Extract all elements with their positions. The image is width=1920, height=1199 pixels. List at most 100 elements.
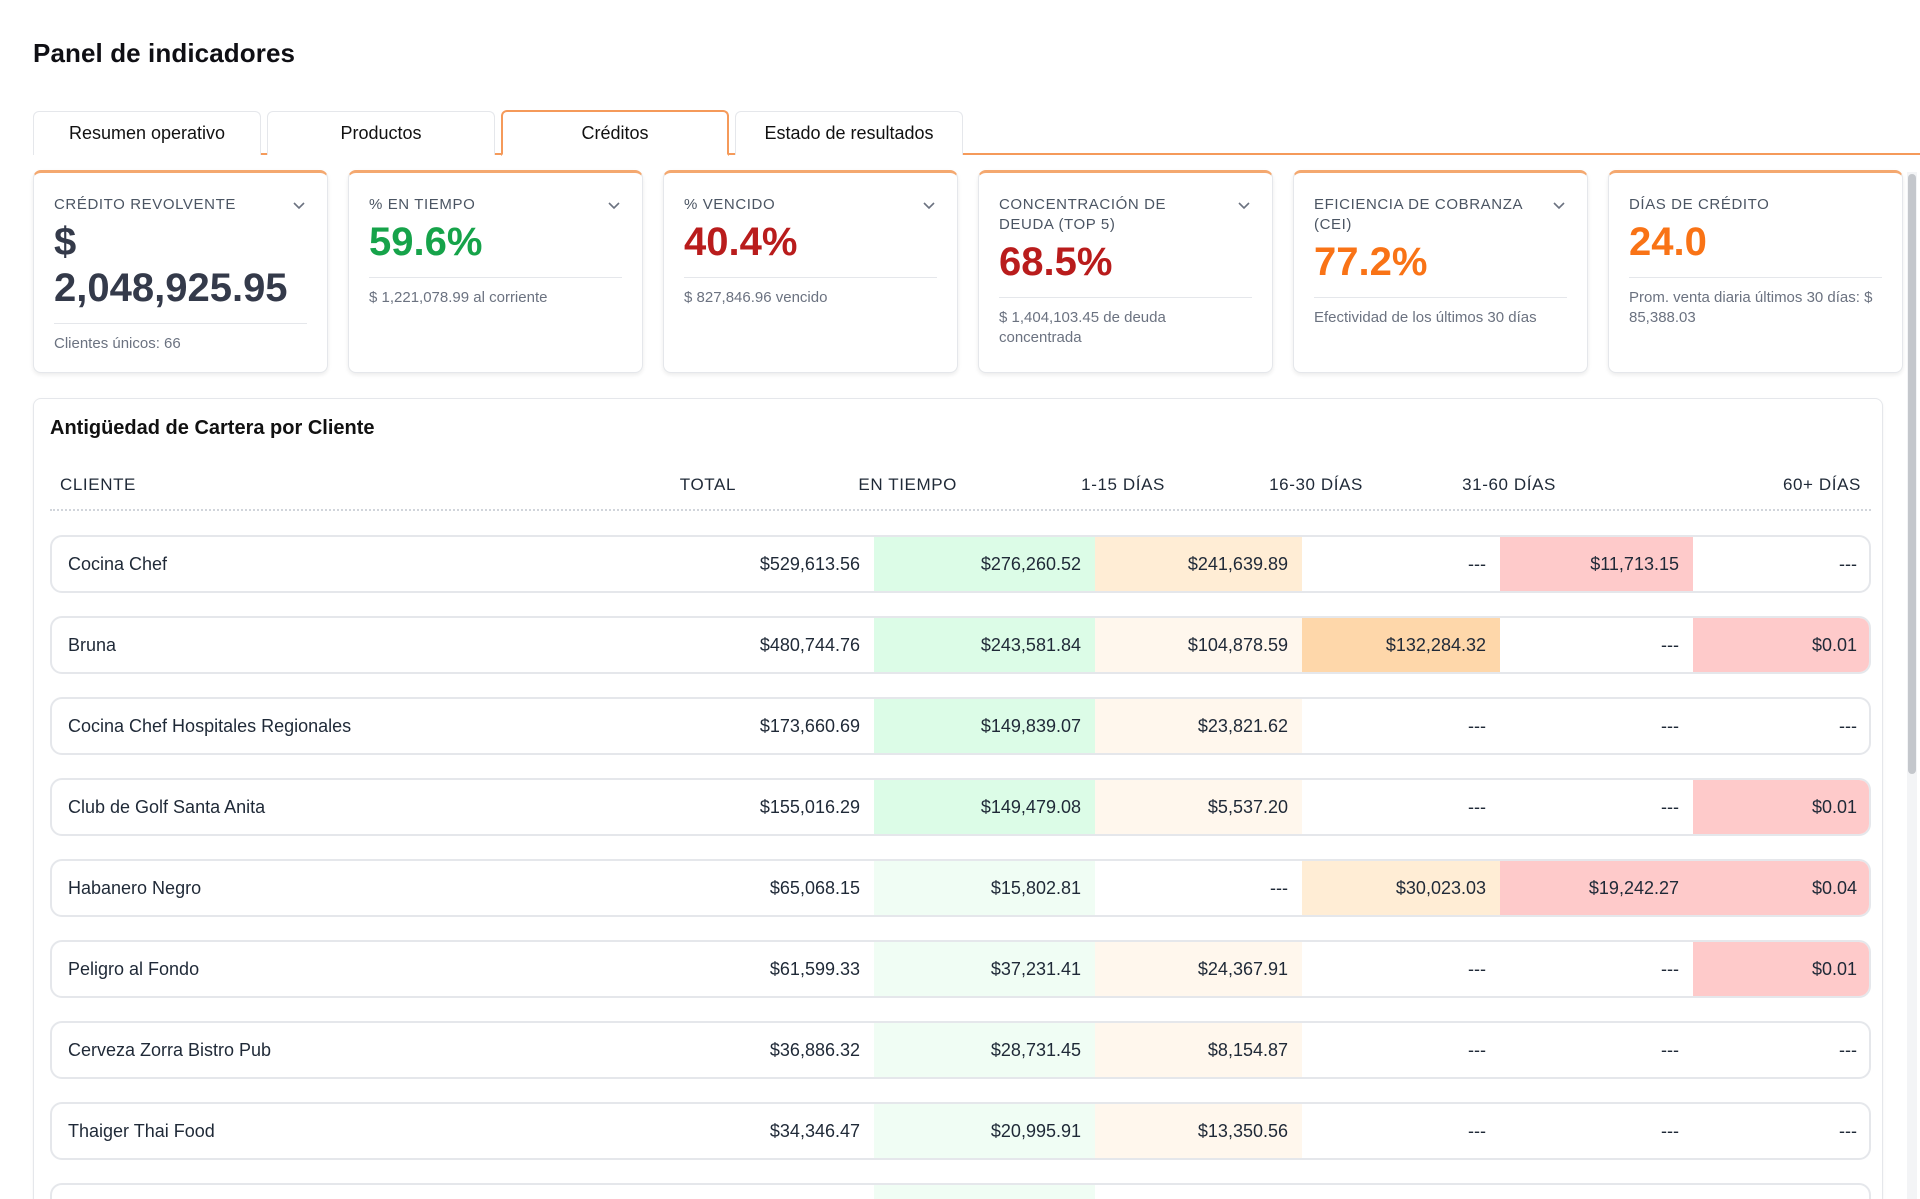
column-header-total[interactable]: TOTAL (679, 475, 736, 494)
cell-31-60-dias: --- (1661, 634, 1679, 655)
cell-16-30-dias: $132,284.32 (1302, 618, 1500, 672)
column-header-31-60-dias[interactable]: 31-60 DÍAS (1462, 475, 1556, 494)
kpi-divider (1314, 297, 1567, 298)
cell-60-dias: --- (1839, 553, 1857, 574)
kpi-card-credito-revolvente[interactable]: CRÉDITO REVOLVENTE $ 2,048,925.95 Client… (33, 170, 328, 373)
tab-resumen-operativo[interactable]: Resumen operativo (33, 111, 261, 155)
kpi-card-concentracion-deuda[interactable]: CONCENTRACIÓN DE DEUDA (TOP 5) 68.5% $ 1… (978, 170, 1273, 373)
cell-en-tiempo: $28,731.45 (874, 1023, 1095, 1077)
cell-60-dias: --- (1839, 1120, 1857, 1141)
kpi-subtext: $ 827,846.96 vencido (684, 289, 828, 306)
cell-en-tiempo: $37,231.41 (874, 942, 1095, 996)
kpi-divider (999, 297, 1252, 298)
scrollbar-thumb[interactable] (1908, 174, 1916, 774)
kpi-value: 68.5% (999, 240, 1113, 284)
aging-title: Antigüedad de Cartera por Cliente (50, 417, 375, 439)
kpi-label: CRÉDITO REVOLVENTE (54, 196, 236, 213)
column-header-1-15-dias[interactable]: 1-15 DÍAS (1081, 475, 1165, 494)
cell-total: $173,660.69 (759, 715, 860, 736)
kpi-label: % EN TIEMPO (369, 196, 476, 213)
cell-60-dias (1693, 1185, 1869, 1199)
kpi-card-dias-credito[interactable]: DÍAS DE CRÉDITO 24.0 Prom. venta diaria … (1608, 170, 1903, 373)
kpi-card-eficiencia-cobranza[interactable]: EFICIENCIA DE COBRANZA (CEI) 77.2% Efect… (1293, 170, 1588, 373)
cell-16-30-dias: --- (1468, 796, 1486, 817)
cell-16-30-dias (1302, 1185, 1500, 1199)
cell-60-dias: $0.01 (1693, 942, 1869, 996)
cell-1-15-dias: $8,154.87 (1095, 1023, 1302, 1077)
kpi-subtext: $ 1,221,078.99 al corriente (369, 289, 548, 306)
kpi-label: EFICIENCIA DE COBRANZA (CEI) (1314, 196, 1523, 233)
cell-total: $65,068.15 (769, 877, 860, 898)
kpi-card-vencido[interactable]: % VENCIDO 40.4% $ 827,846.96 vencido (663, 170, 958, 373)
cell-16-30-dias: --- (1468, 1120, 1486, 1141)
cell-en-tiempo: $243,581.84 (874, 618, 1095, 672)
cell-cliente: Cerveza Zorra Bistro Pub (68, 1039, 272, 1060)
kpi-divider (369, 277, 622, 278)
cell-1-15-dias: $241,639.89 (1095, 537, 1302, 591)
kpi-card-en-tiempo[interactable]: % EN TIEMPO 59.6% $ 1,221,078.99 al corr… (348, 170, 643, 373)
tab-estado-de-resultados[interactable]: Estado de resultados (735, 111, 963, 155)
table-row[interactable] (50, 1183, 1871, 1199)
chevron-down-icon[interactable] (921, 197, 937, 213)
cell-31-60-dias: $19,242.27 (1500, 861, 1693, 915)
table-row[interactable]: Peligro al Fondo $61,599.33 $37,231.41 $24,… (50, 940, 1871, 998)
cell-1-15-dias: $104,878.59 (1095, 618, 1302, 672)
cell-60-dias: --- (1839, 1039, 1857, 1060)
cell-31-60-dias: --- (1661, 715, 1679, 736)
cell-16-30-dias: --- (1468, 553, 1486, 574)
kpi-label: DÍAS DE CRÉDITO (1629, 196, 1770, 213)
chevron-down-icon[interactable] (291, 197, 307, 213)
cell-31-60-dias: --- (1661, 1120, 1679, 1141)
cell-cliente: Bruna (68, 634, 117, 655)
chevron-down-icon[interactable] (1236, 197, 1252, 213)
cell-cliente (52, 1185, 472, 1199)
cell-60-dias: $0.04 (1693, 861, 1869, 915)
table-row[interactable]: Cocina Chef $529,613.56 $276,260.52 $241,63… (50, 535, 1871, 593)
tab-bar: Resumen operativo Productos Créditos Est… (33, 110, 1920, 156)
aging-panel: Antigüedad de Cartera por Cliente CLIENT… (33, 398, 1883, 1199)
kpi-value: 24.0 (1629, 220, 1707, 264)
cell-en-tiempo: $149,839.07 (874, 699, 1095, 753)
cell-total: $155,016.29 (759, 796, 860, 817)
cell-31-60-dias: --- (1661, 958, 1679, 979)
table-row[interactable]: Thaiger Thai Food $34,346.47 $20,995.91 $13… (50, 1102, 1871, 1160)
cell-cliente: Club de Golf Santa Anita (68, 796, 266, 817)
kpi-subtext: $ 1,404,103.45 de deuda concentrada (999, 309, 1166, 346)
kpi-divider (54, 323, 307, 324)
column-header-cliente[interactable]: CLIENTE (60, 475, 136, 494)
table-row[interactable]: Cerveza Zorra Bistro Pub $36,886.32 $28,73… (50, 1021, 1871, 1079)
table-row[interactable]: Club de Golf Santa Anita $155,016.29 $149,… (50, 778, 1871, 836)
tab-creditos[interactable]: Créditos (501, 110, 729, 156)
cell-60-dias: $0.01 (1693, 780, 1869, 834)
cell-16-30-dias: $30,023.03 (1302, 861, 1500, 915)
column-header-16-30-dias[interactable]: 16-30 DÍAS (1269, 475, 1363, 494)
cell-en-tiempo (874, 1185, 1095, 1199)
kpi-divider (1629, 277, 1882, 278)
chevron-down-icon[interactable] (606, 197, 622, 213)
table-row[interactable]: Bruna $480,744.76 $243,581.84 $104,878.59 $1… (50, 616, 1871, 674)
cell-cliente: Thaiger Thai Food (68, 1120, 215, 1141)
kpi-divider (684, 277, 937, 278)
cell-60-dias: --- (1839, 715, 1857, 736)
table-row[interactable]: Cocina Chef Hospitales Regionales $173,66… (50, 697, 1871, 755)
kpi-label: % VENCIDO (684, 196, 776, 213)
cell-1-15-dias: --- (1270, 877, 1288, 898)
cell-60-dias: $0.01 (1693, 618, 1869, 672)
tab-productos[interactable]: Productos (267, 111, 495, 155)
kpi-label: CONCENTRACIÓN DE DEUDA (TOP 5) (999, 196, 1167, 233)
table-header: CLIENTE TOTAL EN TIEMPO 1-15 DÍAS 16-30 … (50, 473, 1871, 511)
kpi-cards: CRÉDITO REVOLVENTE $ 2,048,925.95 Client… (33, 170, 1905, 373)
column-header-en-tiempo[interactable]: EN TIEMPO (858, 475, 957, 494)
cell-total: $480,744.76 (759, 634, 860, 655)
chevron-down-icon[interactable] (1551, 197, 1567, 213)
cell-total: $34,346.47 (769, 1120, 860, 1141)
column-header-60-dias[interactable]: 60+ DÍAS (1782, 475, 1861, 494)
kpi-value: 59.6% (369, 220, 483, 264)
cell-1-15-dias: $5,537.20 (1095, 780, 1302, 834)
cell-total (472, 1185, 874, 1199)
cell-31-60-dias: --- (1661, 1039, 1679, 1060)
kpi-subtext: Prom. venta diaria últimos 30 días: $ 85… (1629, 289, 1873, 326)
table-row[interactable]: Habanero Negro $65,068.15 $15,802.81 --- $30… (50, 859, 1871, 917)
cell-total: $36,886.32 (769, 1039, 860, 1060)
cell-31-60-dias: --- (1661, 796, 1679, 817)
